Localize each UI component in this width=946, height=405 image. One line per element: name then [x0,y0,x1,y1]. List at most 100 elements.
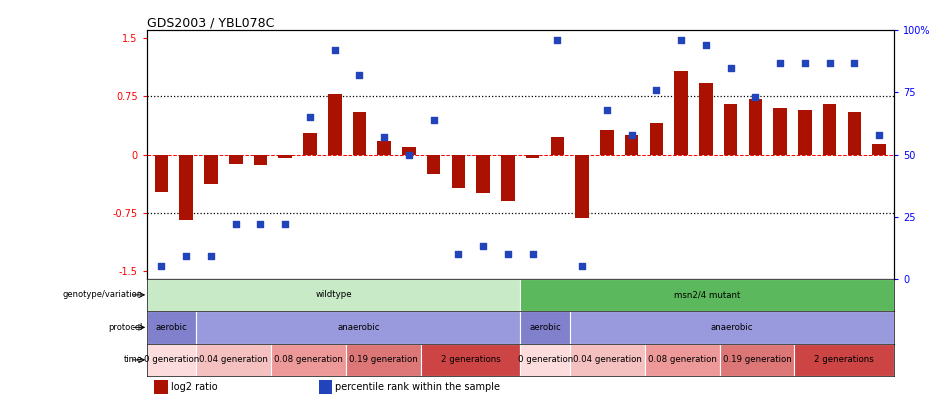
Bar [823,104,836,154]
Point [797,60,813,66]
Bar [645,343,720,376]
Text: anaerobic: anaerobic [710,323,753,332]
Text: GDS2003 / YBL078C: GDS2003 / YBL078C [147,16,274,29]
Bar [720,343,795,376]
Text: 0.08 generation: 0.08 generation [274,355,343,364]
Point [476,243,491,249]
Point [327,47,342,53]
Bar [650,124,663,154]
Bar [674,71,688,154]
Point [154,263,169,269]
Point [179,253,194,260]
Bar [229,154,242,164]
Text: 0 generation: 0 generation [144,355,200,364]
Bar [303,133,317,154]
Bar [319,380,332,394]
Text: log2 ratio: log2 ratio [170,382,218,392]
Bar [147,311,197,343]
Bar [520,311,570,343]
Bar [872,144,885,154]
Bar [147,279,520,311]
Bar [724,104,738,154]
Bar [204,154,218,184]
Bar [625,135,639,154]
Point [426,117,441,123]
Text: anaerobic: anaerobic [337,323,379,332]
Text: 0.04 generation: 0.04 generation [573,355,642,364]
Text: percentile rank within the sample: percentile rank within the sample [335,382,499,392]
Bar [427,154,441,174]
Bar [346,343,421,376]
Point [401,151,416,158]
Point [748,94,763,101]
Bar [748,99,762,154]
Bar [180,154,193,220]
Text: wildtype: wildtype [315,290,352,299]
Text: aerobic: aerobic [530,323,561,332]
Bar [795,343,894,376]
Bar [402,147,415,154]
Bar [254,154,268,164]
Text: time: time [124,355,143,364]
Bar [520,279,894,311]
Bar [600,130,614,154]
Text: 0.04 generation: 0.04 generation [200,355,269,364]
Point [525,251,540,257]
Point [451,251,466,257]
Point [624,131,639,138]
Bar [526,154,539,158]
Point [600,107,615,113]
Bar [155,154,168,192]
Bar [570,311,894,343]
Text: 0.19 generation: 0.19 generation [723,355,792,364]
Text: genotype/variation: genotype/variation [62,290,143,299]
Bar [377,141,391,154]
Bar [798,109,812,154]
Bar [477,154,490,193]
Text: 0.08 generation: 0.08 generation [648,355,717,364]
Bar [551,137,564,154]
Point [698,42,713,49]
Point [550,37,565,44]
Point [228,221,243,227]
Point [674,37,689,44]
Text: 2 generations: 2 generations [815,355,874,364]
Text: 2 generations: 2 generations [441,355,500,364]
Point [822,60,837,66]
Text: aerobic: aerobic [156,323,187,332]
Point [303,114,318,121]
Bar [353,112,366,154]
Bar [197,311,520,343]
Bar [154,380,167,394]
Point [377,134,392,141]
Point [649,87,664,93]
Bar [848,112,861,154]
Bar [328,94,342,154]
Bar [147,343,197,376]
Bar [197,343,272,376]
Bar [272,343,346,376]
Bar [501,154,515,201]
Point [277,221,292,227]
Point [253,221,268,227]
Bar [520,343,570,376]
Text: msn2/4 mutant: msn2/4 mutant [674,290,741,299]
Text: protocol: protocol [109,323,143,332]
Text: 0 generation: 0 generation [517,355,573,364]
Point [871,131,886,138]
Bar [278,154,292,158]
Bar [421,343,520,376]
Point [352,72,367,78]
Point [723,64,738,71]
Bar [575,154,589,218]
Point [500,251,516,257]
Point [574,263,589,269]
Bar [451,154,465,188]
Bar [570,343,645,376]
Bar [699,83,712,154]
Point [773,60,788,66]
Text: 0.19 generation: 0.19 generation [349,355,418,364]
Point [847,60,862,66]
Bar [773,108,787,154]
Point [203,253,219,260]
